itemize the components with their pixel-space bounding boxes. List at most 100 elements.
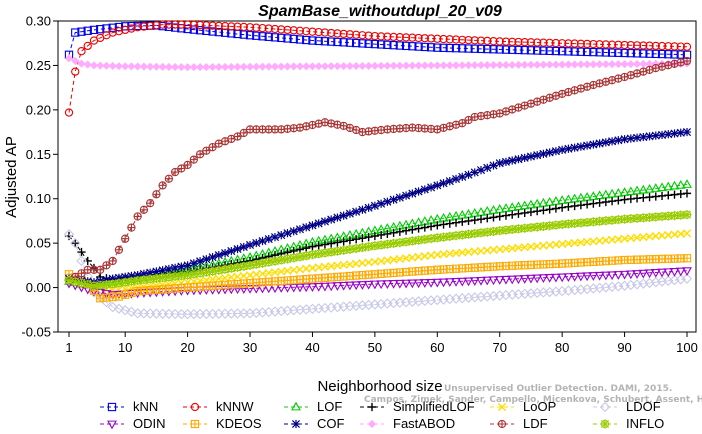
- data-point: [576, 142, 585, 151]
- data-point: [195, 150, 205, 159]
- series-LoOP: [64, 229, 692, 295]
- data-point: [232, 262, 243, 272]
- data-point: [445, 35, 454, 44]
- data-point: [83, 41, 92, 51]
- series-layer: [63, 20, 693, 320]
- data-point: [651, 49, 660, 59]
- data-point: [339, 237, 348, 246]
- data-point: [96, 25, 105, 34]
- legend-label: LDOF: [626, 399, 661, 414]
- data-point: [663, 268, 674, 278]
- data-point: [207, 266, 218, 276]
- data-point: [282, 254, 293, 264]
- data-point: [101, 280, 112, 290]
- data-point: [395, 193, 404, 202]
- data-point: [488, 276, 499, 286]
- data-point: [370, 39, 380, 49]
- data-point: [513, 275, 524, 285]
- data-point: [613, 271, 624, 280]
- data-point: [489, 61, 498, 70]
- data-point: [426, 43, 436, 52]
- data-point: [551, 220, 561, 230]
- data-point: [145, 274, 155, 284]
- data-point: [146, 62, 155, 71]
- data-point: [233, 132, 242, 141]
- data-point: [533, 207, 542, 216]
- data-point: [583, 200, 592, 209]
- data-point: [394, 279, 405, 289]
- data-point: [494, 204, 505, 213]
- data-point: [626, 134, 635, 143]
- data-point: [320, 217, 330, 226]
- data-point: [133, 212, 142, 221]
- data-point: [389, 32, 398, 42]
- data-point: [239, 261, 249, 271]
- data-point: [470, 36, 479, 45]
- data-point: [550, 273, 561, 283]
- data-point: [377, 230, 386, 240]
- data-point: [564, 47, 573, 56]
- data-point: [383, 32, 392, 41]
- y-tick-label: 0.25: [26, 58, 51, 73]
- data-point: [533, 151, 542, 160]
- data-point: [545, 46, 554, 56]
- data-point: [126, 306, 137, 317]
- data-point: [563, 273, 574, 282]
- data-point: [494, 276, 505, 285]
- series-line-LDOF: [68, 234, 688, 315]
- data-point: [433, 61, 442, 70]
- data-point: [301, 283, 312, 293]
- data-point: [377, 61, 386, 70]
- data-point: [470, 215, 479, 225]
- data-point: [557, 195, 568, 204]
- data-point: [183, 24, 192, 34]
- data-point: [458, 172, 467, 181]
- data-point: [589, 39, 598, 49]
- data-point: [682, 189, 692, 198]
- data-point: [257, 258, 268, 268]
- data-point: [146, 199, 155, 208]
- data-point: [639, 132, 648, 142]
- data-point: [233, 62, 242, 71]
- data-point: [538, 197, 549, 207]
- data-point: [445, 43, 454, 53]
- data-point: [189, 25, 198, 34]
- data-point: [682, 127, 692, 137]
- data-point: [501, 203, 511, 212]
- data-point: [501, 225, 511, 235]
- data-point: [214, 27, 223, 37]
- data-point: [96, 61, 105, 70]
- data-point: [108, 256, 117, 266]
- data-point: [289, 62, 298, 71]
- data-point: [202, 21, 211, 30]
- data-point: [226, 263, 236, 273]
- data-point: [364, 242, 374, 252]
- data-point: [252, 238, 261, 248]
- data-point: [595, 198, 604, 207]
- watermark-line-1: Unsupervised Outlier Detection. DAMI, 20…: [444, 384, 672, 394]
- data-point: [433, 221, 442, 230]
- data-point: [558, 39, 567, 48]
- data-point: [139, 269, 149, 279]
- watermark-line-2: Campos, Zimek, Sander, Campello, Micenko…: [364, 395, 702, 405]
- data-point: [532, 274, 543, 284]
- data-point: [227, 246, 236, 256]
- data-point: [514, 155, 523, 164]
- data-point: [470, 228, 480, 239]
- data-point: [288, 283, 299, 293]
- data-point: [638, 269, 649, 279]
- data-point: [364, 31, 373, 40]
- data-point: [433, 181, 442, 190]
- legend-label: KDEOS: [216, 416, 262, 431]
- data-point: [152, 62, 161, 71]
- data-point: [519, 275, 530, 284]
- data-point: [589, 60, 598, 69]
- data-point: [401, 41, 411, 51]
- data-point: [227, 62, 236, 71]
- data-point: [426, 34, 436, 43]
- data-point: [352, 61, 361, 71]
- data-point: [407, 279, 418, 289]
- data-point: [626, 41, 635, 50]
- x-tick-label: 80: [555, 340, 569, 355]
- data-point: [264, 24, 273, 33]
